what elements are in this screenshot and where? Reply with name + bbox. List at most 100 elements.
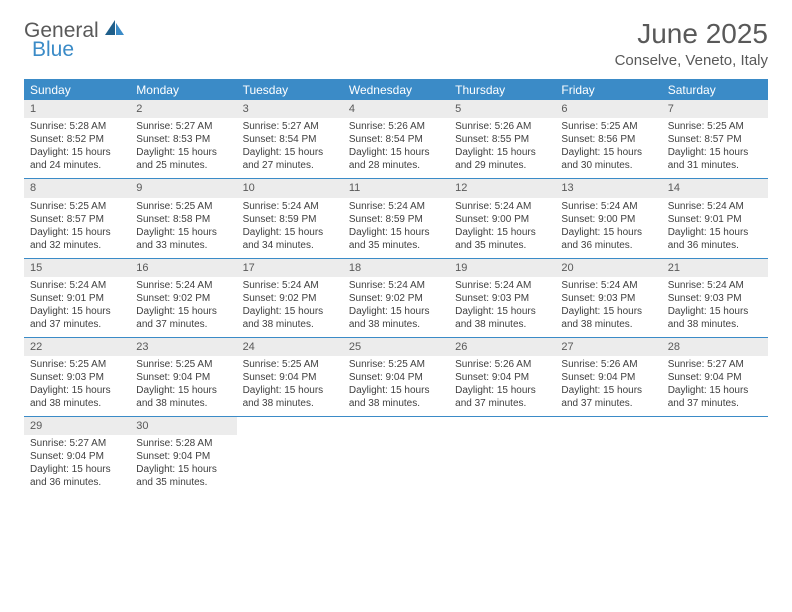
day-cell: 6Sunrise: 5:25 AMSunset: 8:56 PMDaylight… — [555, 100, 661, 178]
day-detail-line: Daylight: 15 hours — [30, 463, 124, 476]
day-detail-line: Sunset: 9:02 PM — [349, 292, 443, 305]
day-detail-line: and 37 minutes. — [561, 397, 655, 410]
day-detail-line: Daylight: 15 hours — [455, 305, 549, 318]
day-details: Sunrise: 5:24 AMSunset: 8:59 PMDaylight:… — [237, 200, 343, 252]
day-detail-line: and 32 minutes. — [30, 239, 124, 252]
day-detail-line: Daylight: 15 hours — [136, 146, 230, 159]
day-number: 15 — [24, 259, 130, 277]
day-detail-line: Sunset: 9:04 PM — [136, 450, 230, 463]
day-detail-line: Sunset: 8:59 PM — [349, 213, 443, 226]
day-detail-line: Sunset: 9:04 PM — [30, 450, 124, 463]
day-detail-line: Sunrise: 5:27 AM — [30, 437, 124, 450]
day-detail-line: Sunset: 8:59 PM — [243, 213, 337, 226]
day-detail-line: Daylight: 15 hours — [136, 305, 230, 318]
day-detail-line: Sunrise: 5:24 AM — [668, 279, 762, 292]
day-details: Sunrise: 5:24 AMSunset: 9:03 PMDaylight:… — [449, 279, 555, 331]
day-detail-line: Sunset: 9:03 PM — [668, 292, 762, 305]
day-details: Sunrise: 5:25 AMSunset: 9:04 PMDaylight:… — [343, 358, 449, 410]
day-detail-line: Sunrise: 5:25 AM — [136, 200, 230, 213]
day-detail-line: Sunrise: 5:28 AM — [136, 437, 230, 450]
day-detail-line: and 38 minutes. — [455, 318, 549, 331]
day-number: 22 — [24, 338, 130, 356]
day-detail-line: Sunset: 9:04 PM — [136, 371, 230, 384]
day-detail-line: Sunset: 8:57 PM — [668, 133, 762, 146]
day-detail-line: and 24 minutes. — [30, 159, 124, 172]
day-detail-line: and 35 minutes. — [349, 239, 443, 252]
day-detail-line: Sunrise: 5:25 AM — [243, 358, 337, 371]
day-details: Sunrise: 5:24 AMSunset: 8:59 PMDaylight:… — [343, 200, 449, 252]
day-cell: 18Sunrise: 5:24 AMSunset: 9:02 PMDayligh… — [343, 259, 449, 337]
day-detail-line: Sunrise: 5:24 AM — [455, 279, 549, 292]
day-detail-line: Sunset: 9:04 PM — [561, 371, 655, 384]
day-detail-line: Daylight: 15 hours — [349, 146, 443, 159]
day-details: Sunrise: 5:26 AMSunset: 9:04 PMDaylight:… — [555, 358, 661, 410]
day-cell — [555, 417, 661, 495]
day-detail-line: Daylight: 15 hours — [561, 384, 655, 397]
day-detail-line: Sunset: 8:52 PM — [30, 133, 124, 146]
day-detail-line: and 37 minutes. — [455, 397, 549, 410]
day-number: 20 — [555, 259, 661, 277]
day-detail-line: Sunrise: 5:24 AM — [243, 200, 337, 213]
day-details: Sunrise: 5:26 AMSunset: 9:04 PMDaylight:… — [449, 358, 555, 410]
day-detail-line: Sunset: 9:02 PM — [136, 292, 230, 305]
day-detail-line: Daylight: 15 hours — [243, 226, 337, 239]
day-cell — [237, 417, 343, 495]
day-cell: 29Sunrise: 5:27 AMSunset: 9:04 PMDayligh… — [24, 417, 130, 495]
day-detail-line: Sunrise: 5:25 AM — [349, 358, 443, 371]
day-cell: 22Sunrise: 5:25 AMSunset: 9:03 PMDayligh… — [24, 338, 130, 416]
day-detail-line: Daylight: 15 hours — [30, 305, 124, 318]
calendar: SundayMondayTuesdayWednesdayThursdayFrid… — [24, 79, 768, 495]
day-detail-line: Sunset: 8:54 PM — [349, 133, 443, 146]
day-detail-line: and 36 minutes. — [30, 476, 124, 489]
week-row: 29Sunrise: 5:27 AMSunset: 9:04 PMDayligh… — [24, 417, 768, 495]
day-detail-line: and 35 minutes. — [136, 476, 230, 489]
day-detail-line: and 38 minutes. — [349, 318, 443, 331]
day-detail-line: Sunrise: 5:24 AM — [455, 200, 549, 213]
day-detail-line: Sunset: 8:57 PM — [30, 213, 124, 226]
header: General June 2025 Conselve, Veneto, Ital… — [0, 0, 792, 75]
day-cell: 3 Sunrise: 5:27 AMSunset: 8:54 PMDaylight… — [237, 100, 343, 178]
day-details: Sunrise: 5:24 AMSunset: 9:03 PMDaylight:… — [662, 279, 768, 331]
day-details: Sunrise: 5:25 AMSunset: 9:04 PMDaylight:… — [237, 358, 343, 410]
day-detail-line: Sunrise: 5:27 AM — [668, 358, 762, 371]
day-detail-line: Sunset: 8:54 PM — [243, 133, 337, 146]
day-detail-line: Sunrise: 5:24 AM — [561, 279, 655, 292]
day-detail-line: Sunset: 9:02 PM — [243, 292, 337, 305]
day-cell: 16Sunrise: 5:24 AMSunset: 9:02 PMDayligh… — [130, 259, 236, 337]
day-detail-line: and 37 minutes. — [668, 397, 762, 410]
day-cell: 14Sunrise: 5:24 AMSunset: 9:01 PMDayligh… — [662, 179, 768, 257]
day-detail-line: Sunrise: 5:26 AM — [561, 358, 655, 371]
week-row: 8Sunrise: 5:25 AMSunset: 8:57 PMDaylight… — [24, 179, 768, 258]
day-detail-line: Sunset: 9:01 PM — [668, 213, 762, 226]
day-detail-line: Daylight: 15 hours — [561, 146, 655, 159]
day-number: 24 — [237, 338, 343, 356]
day-cell: 11Sunrise: 5:24 AMSunset: 8:59 PMDayligh… — [343, 179, 449, 257]
day-number: 28 — [662, 338, 768, 356]
day-number: 3 — [237, 100, 343, 118]
day-detail-line: Sunrise: 5:25 AM — [561, 120, 655, 133]
day-detail-line: Sunrise: 5:25 AM — [30, 358, 124, 371]
day-details: Sunrise: 5:24 AMSunset: 9:00 PMDaylight:… — [555, 200, 661, 252]
day-details: Sunrise: 5:27 AMSunset: 9:04 PMDaylight:… — [24, 437, 130, 489]
day-detail-line: Sunrise: 5:24 AM — [136, 279, 230, 292]
day-number: 10 — [237, 179, 343, 197]
day-detail-line: Sunrise: 5:24 AM — [561, 200, 655, 213]
day-detail-line: Daylight: 15 hours — [136, 226, 230, 239]
day-detail-line: and 27 minutes. — [243, 159, 337, 172]
day-cell: 10 Sunrise: 5:24 AMSunset: 8:59 PMDayligh… — [237, 179, 343, 257]
day-cell: 24 Sunrise: 5:25 AMSunset: 9:04 PMDayligh… — [237, 338, 343, 416]
day-detail-line: Sunrise: 5:24 AM — [243, 279, 337, 292]
day-detail-line: Daylight: 15 hours — [243, 384, 337, 397]
day-detail-line: Daylight: 15 hours — [668, 384, 762, 397]
day-detail-line: Sunset: 9:01 PM — [30, 292, 124, 305]
day-details: Sunrise: 5:24 AMSunset: 9:01 PMDaylight:… — [662, 200, 768, 252]
day-cell: 26Sunrise: 5:26 AMSunset: 9:04 PMDayligh… — [449, 338, 555, 416]
day-detail-line: Sunrise: 5:24 AM — [349, 279, 443, 292]
day-details: Sunrise: 5:27 AMSunset: 8:54 PMDaylight:… — [237, 120, 343, 172]
day-cell: 23Sunrise: 5:25 AMSunset: 9:04 PMDayligh… — [130, 338, 236, 416]
day-detail-line: Sunset: 8:56 PM — [561, 133, 655, 146]
day-cell: 28Sunrise: 5:27 AMSunset: 9:04 PMDayligh… — [662, 338, 768, 416]
day-detail-line: and 31 minutes. — [668, 159, 762, 172]
day-number: 13 — [555, 179, 661, 197]
day-detail-line: and 35 minutes. — [455, 239, 549, 252]
